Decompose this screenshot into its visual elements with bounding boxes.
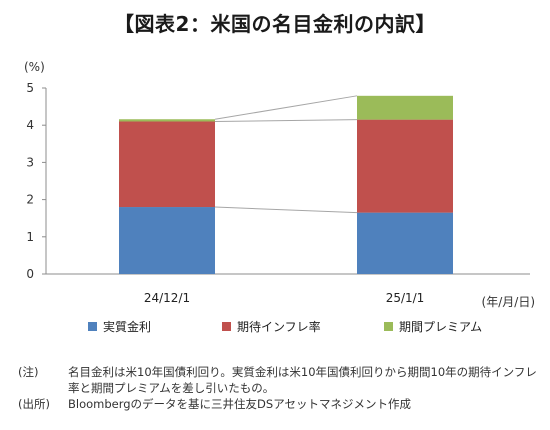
x-tick-label: 25/1/1 xyxy=(386,291,425,305)
bar-segment-3 xyxy=(119,119,215,122)
legend-item-expected-inflation: 期待インフレ率 xyxy=(222,318,321,335)
legend-label-term-premium: 期間プレミアム xyxy=(399,320,483,334)
chart-title: 【図表2：米国の名目金利の内訳】 xyxy=(114,12,436,36)
bar-segment-1 xyxy=(119,207,215,274)
legend-item-real-rate: 実質金利 xyxy=(88,318,151,335)
footnotes: (注) 名目金利は米10年国債利回り。実質金利は米10年国債利回りから期間10年… xyxy=(18,364,538,412)
connector-line xyxy=(214,206,358,214)
stacked-bar-chart: 0 1 2 3 4 5 (%) 24/12/1 25/1/1 (年/月/日) xyxy=(24,60,535,309)
y-tick-label: 5 xyxy=(26,81,34,95)
y-tick-label: 3 xyxy=(26,155,34,169)
legend-swatch-term-premium xyxy=(384,322,393,331)
legend-label-real-rate: 実質金利 xyxy=(103,320,152,334)
legend-item-term-premium: 期間プレミアム xyxy=(384,318,482,335)
y-tick-label: 2 xyxy=(26,193,34,207)
bar-segment-2 xyxy=(119,121,215,208)
y-axis-unit-label: (%) xyxy=(24,60,45,74)
source-row: (出所) Bloombergのデータを基に三井住友DSアセットマネジメント作成 xyxy=(18,396,538,412)
source-label: (出所) xyxy=(18,397,50,411)
legend-label-expected-inflation: 期待インフレ率 xyxy=(237,320,321,334)
legend-swatch-real-rate xyxy=(88,322,97,331)
bar-segment-2 xyxy=(357,119,453,213)
connector-line xyxy=(214,119,358,122)
y-tick-label: 1 xyxy=(26,230,34,244)
source-text: Bloombergのデータを基に三井住友DSアセットマネジメント作成 xyxy=(68,397,411,411)
y-tick-label: 4 xyxy=(26,118,34,132)
note-text: 名目金利は米10年国債利回り。実質金利は米10年国債利回りから期間10年の期待イ… xyxy=(68,365,537,395)
x-axis-unit-label: (年/月/日) xyxy=(482,295,535,309)
y-tick-label: 0 xyxy=(26,267,34,281)
x-tick-label: 24/12/1 xyxy=(144,291,190,305)
note-label: (注) xyxy=(18,365,39,379)
legend-swatch-expected-inflation xyxy=(222,322,231,331)
bar-segment-1 xyxy=(357,212,453,274)
chart-legend: 実質金利 期待インフレ率 期間プレミアム xyxy=(0,318,550,338)
connector-line xyxy=(214,95,358,120)
bar-segment-3 xyxy=(357,95,453,120)
note-row: (注) 名目金利は米10年国債利回り。実質金利は米10年国債利回りから期間10年… xyxy=(18,364,538,396)
